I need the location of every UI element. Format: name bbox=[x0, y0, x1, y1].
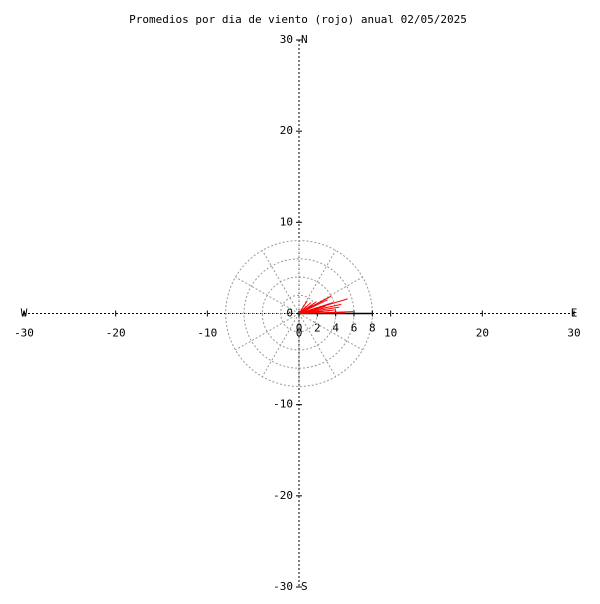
y-tick-label: 30 bbox=[280, 33, 293, 46]
wind-vector bbox=[298, 306, 340, 314]
spoke bbox=[235, 276, 300, 314]
spoke bbox=[261, 250, 300, 314]
x-tick-label: 0 bbox=[296, 327, 303, 340]
ring-label: 6 bbox=[351, 322, 358, 335]
ring-label: 2 bbox=[314, 322, 321, 335]
wind-vector bbox=[298, 299, 328, 314]
x-tick-label: -30 bbox=[14, 327, 34, 340]
ring-label: 4 bbox=[332, 322, 339, 335]
x-tick-label: 30 bbox=[567, 327, 580, 340]
y-tick-label: -30 bbox=[273, 580, 293, 593]
ring-label: 0 bbox=[296, 322, 303, 335]
compass-west: W bbox=[21, 307, 28, 320]
ring-label: 8 bbox=[369, 322, 376, 335]
compass-east: E bbox=[571, 307, 578, 320]
spoke bbox=[298, 313, 337, 377]
y-tick-label: 0 bbox=[286, 307, 293, 320]
spoke bbox=[298, 250, 337, 314]
y-tick-label: -10 bbox=[273, 398, 293, 411]
ring bbox=[280, 294, 318, 333]
y-tick-label: 10 bbox=[280, 215, 293, 228]
spoke bbox=[235, 313, 300, 351]
compass-south: S bbox=[301, 580, 308, 593]
x-tick-label: 10 bbox=[384, 327, 397, 340]
y-tick-label: 20 bbox=[280, 124, 293, 137]
wind-vector bbox=[298, 302, 334, 314]
spoke bbox=[298, 313, 363, 351]
y-tick-label: -20 bbox=[273, 489, 293, 502]
x-tick-label: -20 bbox=[106, 327, 126, 340]
x-tick-label: 20 bbox=[476, 327, 489, 340]
x-tick-label: -10 bbox=[197, 327, 217, 340]
compass-north: N bbox=[301, 33, 308, 46]
wind-vector bbox=[298, 300, 308, 314]
chart-title: Promedios por dia de viento (rojo) anual… bbox=[129, 13, 467, 26]
spoke bbox=[261, 313, 300, 377]
